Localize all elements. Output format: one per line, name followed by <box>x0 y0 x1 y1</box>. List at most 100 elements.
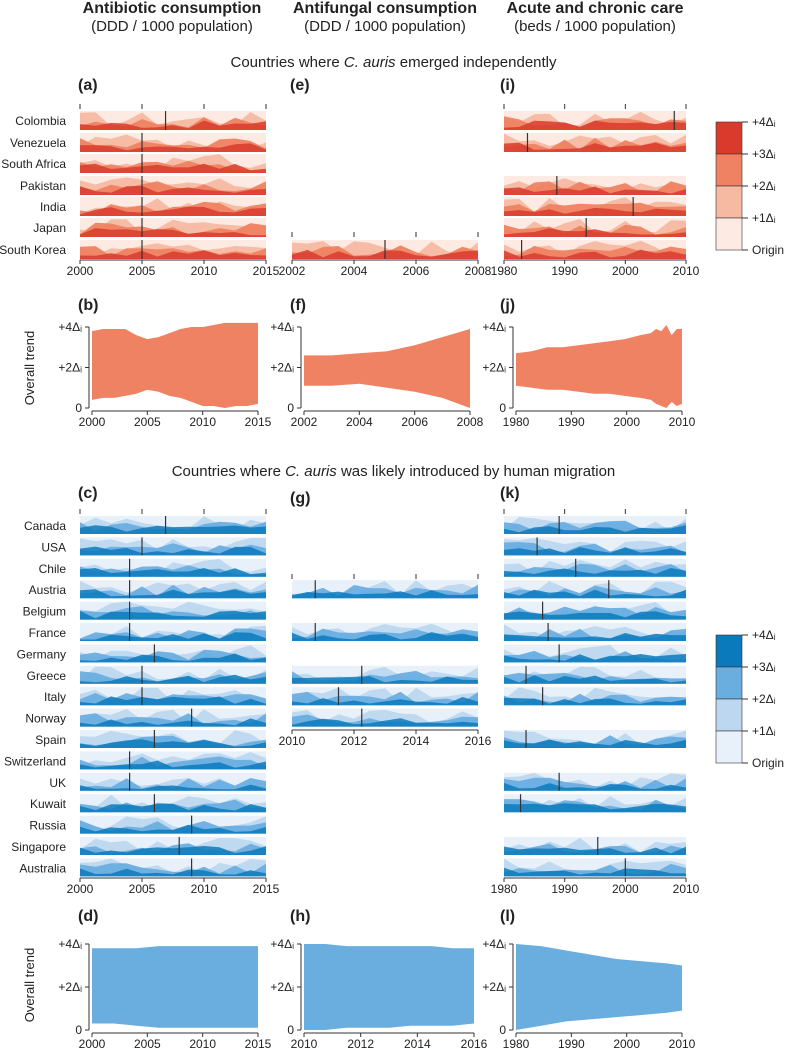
panel-d-tick-label: 2000 <box>79 1037 106 1051</box>
panel-a-row-layer-3 <box>80 206 266 216</box>
panel-i-row-layer-3 <box>504 228 686 237</box>
legend-blue-label: +2Δᵢ <box>752 692 776 706</box>
panel-g-tick-label: 2014 <box>403 734 430 748</box>
panel-c-tick-label: 2015 <box>253 882 280 896</box>
panel-l-ytick-label: 0 <box>499 1023 506 1037</box>
panel-h-ytick-label: +4Δᵢ <box>270 937 294 951</box>
country-label: Belgium <box>23 605 66 619</box>
panel-a-row-layer-3 <box>80 163 266 173</box>
panel-d-ytick-label: 0 <box>75 1023 82 1037</box>
panel-g-row-layer-3 <box>292 718 478 727</box>
panel-g-tick-label: 2016 <box>465 734 492 748</box>
panel-a-tick-label: 2015 <box>253 264 280 278</box>
panel-f-tick-label: 2006 <box>401 415 428 429</box>
panel-c-row-layer-2 <box>80 778 266 791</box>
country-label: Italy <box>44 690 66 704</box>
column-subtitle: (DDD / 1000 population) <box>304 18 466 35</box>
panel-c-row-layer-3 <box>80 632 266 641</box>
legend-blue-label: +4Δᵢ <box>752 628 776 642</box>
panel-label-d: (d) <box>78 908 99 925</box>
panel-a-tick-label: 2010 <box>191 264 218 278</box>
panel-d-ytick-label: +4Δᵢ <box>58 937 82 951</box>
panel-d-tick-label: 2010 <box>189 1037 216 1051</box>
panel-k-row-layer-3 <box>504 803 686 813</box>
panel-k-tick-label: 2000 <box>612 882 639 896</box>
panel-f-tick-label: 2004 <box>346 415 373 429</box>
panel-label-f: (f) <box>290 297 306 314</box>
country-label: UK <box>49 776 66 790</box>
panel-c-row-layer-2 <box>80 713 266 727</box>
panel-l-tick-label: 2010 <box>669 1037 696 1051</box>
panel-c-row-layer-3 <box>80 718 266 727</box>
panel-a-row-layer-3 <box>80 185 266 195</box>
legend-red-label: +3Δᵢ <box>752 147 776 161</box>
panel-k-row-layer-3 <box>504 633 686 641</box>
column-title: Acute and chronic care <box>506 0 684 17</box>
panel-k-tick-label: 1990 <box>551 882 578 896</box>
panel-a-row-layer-3 <box>80 250 266 259</box>
panel-l-tick-label: 1980 <box>503 1037 530 1051</box>
panel-j-tick-label: 1980 <box>503 415 530 429</box>
panel-j-ytick-label: 0 <box>499 401 506 415</box>
panel-label-b: (b) <box>78 297 99 314</box>
panel-f-ytick-label: +2Δᵢ <box>270 361 294 375</box>
panel-label-l: (l) <box>500 908 516 925</box>
legend-red-label: +2Δᵢ <box>752 179 776 193</box>
legend-red-swatch <box>715 121 743 155</box>
country-label: France <box>29 626 67 640</box>
panel-b-tick-label: 2005 <box>134 415 161 429</box>
country-label: Russia <box>29 819 66 833</box>
column-title-antifungal: Antifungal consumption (DDD / 1000 popul… <box>265 0 505 36</box>
panel-k-row-layer-3 <box>504 867 686 877</box>
panel-g-row-layer-3 <box>292 632 478 641</box>
panel-k-row-layer-3 <box>504 782 686 791</box>
panel-c-row-layer-3 <box>80 784 266 791</box>
panel-e-tick-label: 2002 <box>279 264 306 278</box>
panel-a-row-layer-3 <box>80 143 266 152</box>
panel-l-tick-label: 1990 <box>558 1037 585 1051</box>
panel-h-tick-label: 2012 <box>347 1037 374 1051</box>
legend-red-label: +1Δᵢ <box>752 211 776 225</box>
country-label: Switzerland <box>4 754 66 768</box>
panel-label-i: (i) <box>500 77 516 94</box>
country-label: Japan <box>33 221 66 235</box>
panel-c-row-layer-3 <box>80 760 266 770</box>
legend-blue-label: Origin <box>752 756 784 770</box>
panel-k-row-layer-3 <box>504 589 686 599</box>
country-label: Singapore <box>11 840 66 854</box>
country-label: Greece <box>27 669 67 683</box>
panel-d-ytick-label: +2Δᵢ <box>58 980 82 994</box>
panel-l-ytick-label: +4Δᵢ <box>482 937 506 951</box>
panel-c-row-layer-3 <box>80 824 266 834</box>
column-title-antibiotic: Antibiotic consumption (DDD / 1000 popul… <box>52 0 292 36</box>
column-title: Antifungal consumption <box>293 0 477 17</box>
panel-j-band <box>516 325 682 408</box>
country-label: India <box>40 200 66 214</box>
panel-g-row-layer-2 <box>292 670 478 684</box>
panel-h-ytick-label: 0 <box>287 1023 294 1037</box>
panel-c-row-layer-3 <box>80 610 266 620</box>
panel-h-tick-label: 2016 <box>461 1037 488 1051</box>
legend-blue-swatch <box>715 730 743 764</box>
panel-i-row-layer-3 <box>504 207 686 216</box>
panel-k-row-layer-3 <box>504 525 686 534</box>
legend-red-label: +4Δᵢ <box>752 115 776 129</box>
section-title-independent: Countries where C. auris emerged indepen… <box>230 54 557 71</box>
country-label: Austria <box>29 583 67 597</box>
panel-k-tick-label: 1980 <box>491 882 518 896</box>
panel-c-row-layer-3 <box>80 803 266 813</box>
panel-k-row-layer-1 <box>504 687 686 706</box>
panel-b-tick-label: 2000 <box>79 415 106 429</box>
panel-i-tick-label: 1980 <box>491 264 518 278</box>
panel-c-row-layer-3 <box>80 674 266 684</box>
panel-e-tick-label: 2008 <box>465 264 492 278</box>
panel-c-row-layer-3 <box>80 696 266 706</box>
panel-c-row-layer-3 <box>80 589 266 599</box>
panel-h-ytick-label: +2Δᵢ <box>270 980 294 994</box>
panel-c-tick-label: 2000 <box>67 882 94 896</box>
panel-f-band <box>304 329 470 408</box>
panel-a-tick-label: 2005 <box>129 264 156 278</box>
panel-c-row-layer-3 <box>80 846 266 855</box>
country-label: South Korea <box>0 243 66 257</box>
